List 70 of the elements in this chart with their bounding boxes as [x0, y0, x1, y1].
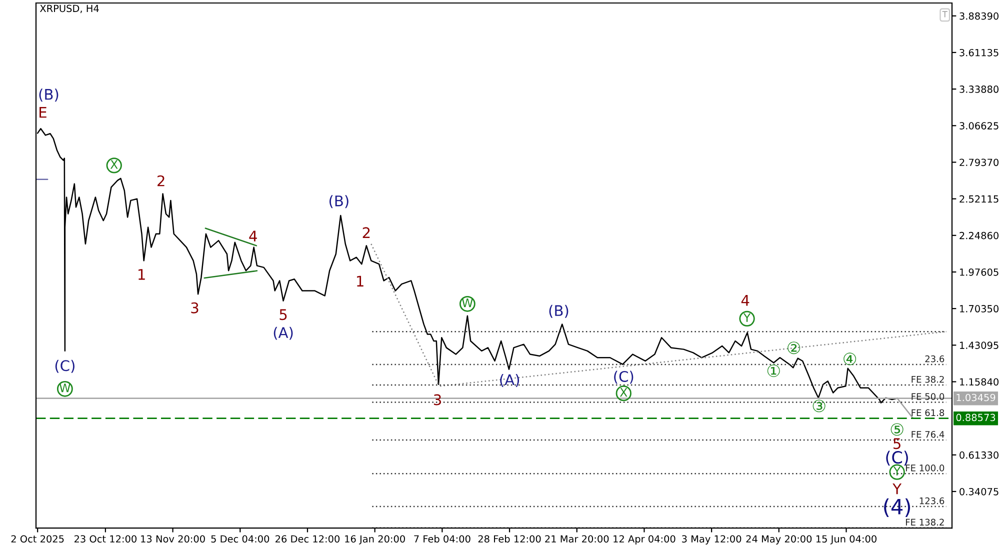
annotation: ③ [812, 400, 826, 412]
x-tick-label: 7 Feb 04:00 [414, 535, 470, 543]
annotation: FE 61.8 [912, 409, 944, 416]
y-tick-label: 3.33880 [960, 86, 999, 93]
y-tick-label: 2.79370 [960, 158, 999, 166]
annotation: 4 [741, 295, 750, 306]
y-tick-label: 1.97605 [960, 268, 998, 276]
annotation: (B) [549, 304, 568, 318]
x-tick-label: 3 May 12:00 [682, 535, 742, 544]
annotation: W [59, 384, 70, 392]
y-tick-label: 0.34075 [960, 488, 998, 496]
annotation: (B) [329, 195, 348, 208]
annotation: 5 [280, 309, 287, 320]
annotation: (C) [886, 450, 908, 466]
annotation: FE 138.2 [906, 518, 944, 526]
annotation: (C) [614, 370, 634, 384]
x-tick-label: 13 Nov 20:00 [141, 535, 205, 543]
annotation: ④ [844, 352, 856, 366]
annotation: Y [893, 466, 901, 476]
x-tick-label: 12 Apr 04:00 [614, 535, 676, 544]
x-tick-label: 21 Mar 20:00 [545, 535, 609, 543]
annotation: (A) [500, 374, 520, 387]
x-tick-label: 5 Dec 04:00 [211, 535, 270, 543]
annotation: ① [767, 364, 780, 377]
y-tick-label: 1.43095 [960, 342, 998, 349]
y-tick-label: 2.52115 [960, 195, 998, 203]
annotation: ② [788, 342, 800, 354]
x-tick-label: 24 May 20:00 [746, 535, 812, 544]
annotation: ⑤ [890, 423, 904, 436]
annotation: 4 [249, 230, 257, 242]
annotation: 23.6 [925, 355, 944, 362]
y-tick-label: 3.06625 [960, 122, 998, 130]
annotation: Y [743, 313, 751, 322]
annotation: (C) [55, 360, 74, 373]
annotation: 5 [894, 438, 900, 450]
annotation: (4) [884, 498, 910, 517]
x-tick-label: 23 Oct 12:00 [74, 535, 136, 543]
annotation: FE 100.0 [906, 464, 944, 472]
annotation: 1 [138, 269, 145, 280]
annotation: FE 76.4 [912, 430, 944, 438]
ref-line-label: 1.03459 [956, 394, 996, 402]
annotation: 2 [158, 175, 164, 186]
x-tick-label: 15 Jun 04:00 [816, 535, 876, 544]
annotation: (B) [39, 88, 58, 102]
annotation: X [620, 388, 628, 397]
annotation: 3 [434, 394, 441, 406]
y-tick-label: 3.61135 [960, 48, 998, 56]
annotation: X [110, 160, 118, 169]
annotation: FE 50.0 [912, 393, 944, 400]
annotation: Y [892, 484, 902, 494]
y-tick-label: 3.88390 [960, 12, 999, 20]
annotation: 2 [362, 227, 370, 238]
annotation: W [462, 298, 473, 308]
annotation: (A) [274, 326, 293, 340]
annotation: 123.6 [920, 497, 944, 504]
annotation: E [40, 107, 46, 118]
ref-line-label: 0.88573 [956, 414, 996, 422]
annotation: 1 [357, 276, 364, 286]
x-tick-label: 16 Jan 20:00 [345, 535, 405, 544]
annotation: T [942, 11, 948, 18]
x-tick-label: 26 Dec 12:00 [276, 535, 340, 543]
y-tick-label: 1.15840 [960, 378, 999, 386]
x-tick-label: 28 Feb 12:00 [478, 535, 541, 543]
chart-title: XRPUSD, H4 [40, 4, 99, 14]
y-tick-label: 0.61330 [960, 451, 999, 459]
y-tick-label: 1.70350 [960, 305, 999, 312]
annotation: FE 38.2 [912, 376, 944, 383]
annotation: 3 [191, 302, 198, 314]
y-tick-label: 2.24860 [960, 232, 999, 240]
x-tick-label: 2 Oct 2025 [11, 535, 64, 543]
